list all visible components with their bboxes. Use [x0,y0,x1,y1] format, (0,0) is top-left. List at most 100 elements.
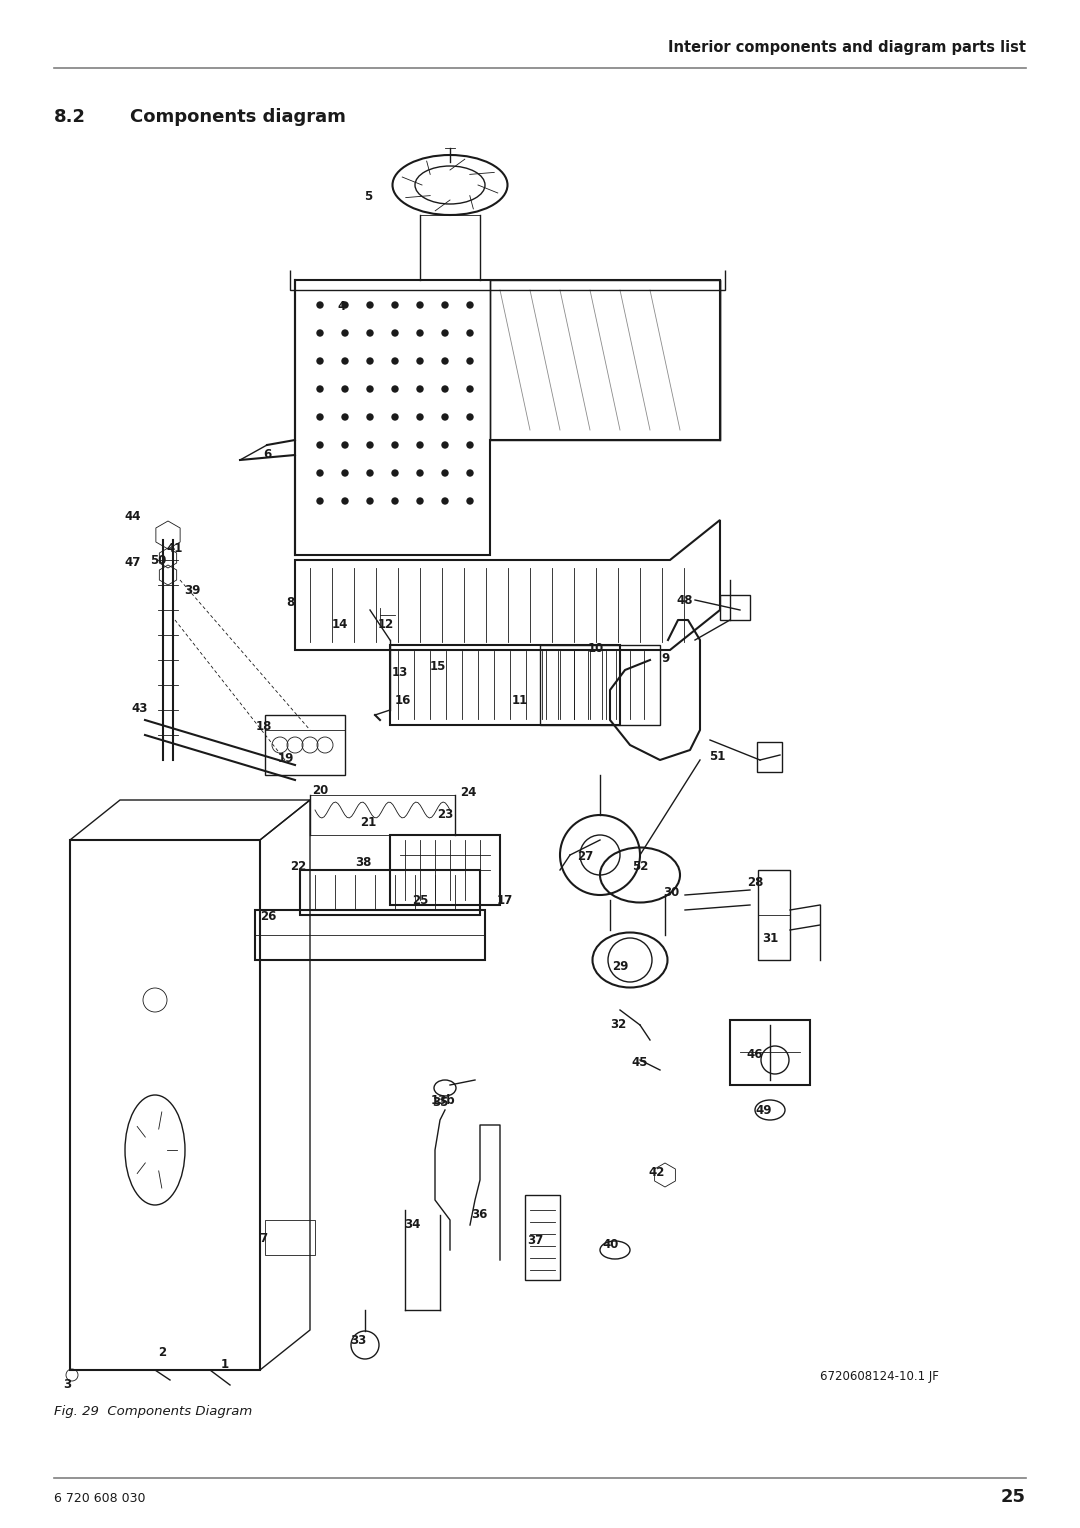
Circle shape [467,387,473,393]
Text: 45: 45 [632,1056,648,1070]
Circle shape [318,414,323,420]
Circle shape [367,471,373,477]
Text: 15: 15 [430,660,446,674]
Text: 24: 24 [460,787,476,799]
Text: 25: 25 [411,894,428,906]
Circle shape [318,303,323,309]
Circle shape [442,358,448,364]
Circle shape [342,358,348,364]
Text: 29: 29 [611,961,629,973]
Circle shape [342,471,348,477]
Circle shape [467,442,473,448]
Text: Fig. 29  Components Diagram: Fig. 29 Components Diagram [54,1406,253,1418]
Text: 11: 11 [512,694,528,706]
Text: 6: 6 [262,449,271,461]
Text: 38: 38 [355,856,372,868]
Bar [300,869,480,915]
Circle shape [417,414,423,420]
Circle shape [392,471,399,477]
Circle shape [342,330,348,336]
Text: 13: 13 [392,666,408,678]
Bar [265,1219,315,1254]
Text: 26: 26 [260,909,276,923]
Bar [390,645,620,724]
Text: 43: 43 [132,701,148,715]
Circle shape [467,471,473,477]
Circle shape [318,358,323,364]
Text: 44: 44 [125,509,141,523]
Text: 47: 47 [125,556,141,570]
Text: 5: 5 [364,191,373,203]
Text: 4: 4 [338,301,346,313]
Text: 36: 36 [471,1209,487,1221]
Circle shape [467,414,473,420]
Text: 6 720 608 030: 6 720 608 030 [54,1491,146,1505]
Circle shape [442,330,448,336]
Circle shape [367,498,373,504]
Text: 51: 51 [708,750,725,764]
Circle shape [392,358,399,364]
Circle shape [442,387,448,393]
Circle shape [342,442,348,448]
Circle shape [318,330,323,336]
Circle shape [417,442,423,448]
Text: 14: 14 [332,617,348,631]
Text: 10: 10 [588,642,604,656]
Text: 39: 39 [184,584,200,596]
Circle shape [417,330,423,336]
Circle shape [467,330,473,336]
Circle shape [342,303,348,309]
Text: 35: 35 [432,1097,448,1109]
Text: 32: 32 [610,1019,626,1031]
Circle shape [318,387,323,393]
Circle shape [392,498,399,504]
Bar [265,715,345,775]
Circle shape [367,387,373,393]
Text: 18: 18 [256,720,272,732]
Circle shape [442,442,448,448]
Circle shape [417,303,423,309]
Circle shape [417,358,423,364]
Circle shape [442,303,448,309]
Text: 49: 49 [756,1103,772,1117]
Circle shape [367,303,373,309]
Text: 7: 7 [259,1232,267,1244]
Circle shape [392,387,399,393]
Bar [390,834,500,905]
Text: 48: 48 [677,594,693,608]
Text: 41: 41 [166,542,184,556]
Text: 34: 34 [404,1218,420,1232]
Circle shape [342,387,348,393]
Circle shape [417,471,423,477]
Text: 22: 22 [289,859,306,872]
Text: 17: 17 [497,894,513,906]
Text: 25: 25 [1001,1488,1026,1507]
Circle shape [467,303,473,309]
Circle shape [367,442,373,448]
Circle shape [392,414,399,420]
Text: Interior components and diagram parts list: Interior components and diagram parts li… [669,40,1026,55]
Circle shape [392,442,399,448]
Text: 3: 3 [63,1378,71,1392]
Circle shape [318,442,323,448]
Text: 40: 40 [603,1239,619,1251]
Circle shape [342,414,348,420]
Text: 28: 28 [746,876,764,888]
Text: 19: 19 [278,752,294,764]
Text: 20: 20 [312,784,328,796]
Text: 9: 9 [662,652,670,666]
Text: 31: 31 [761,932,778,944]
Text: Components diagram: Components diagram [130,108,346,125]
Text: 16: 16 [395,694,411,706]
Text: 23: 23 [437,808,454,822]
Bar [730,1021,810,1085]
Text: 8: 8 [286,596,294,608]
Text: 8.2: 8.2 [54,108,86,125]
Circle shape [392,303,399,309]
Circle shape [442,498,448,504]
Text: 30: 30 [663,886,679,900]
Circle shape [467,498,473,504]
Text: 13b: 13b [431,1094,456,1106]
Bar [720,594,750,620]
Text: 12: 12 [378,619,394,631]
